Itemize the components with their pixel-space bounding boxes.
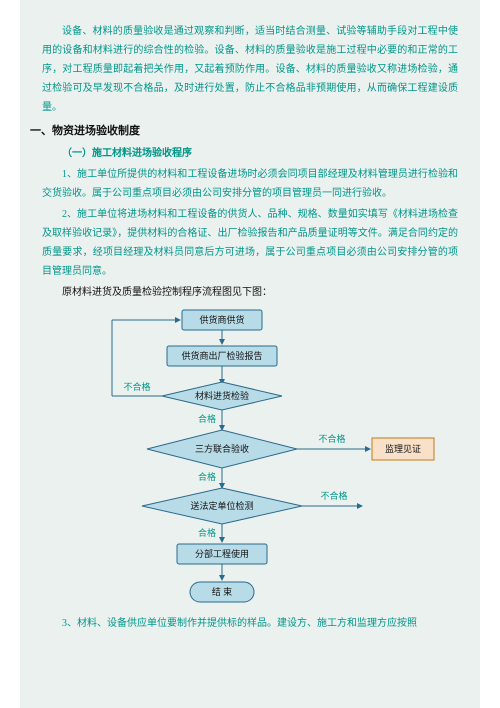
flow-node-joint: 三方联合验收 <box>195 443 249 454</box>
flow-node-report: 供货商出厂检验报告 <box>181 350 262 361</box>
svg-text:合格: 合格 <box>198 527 216 538</box>
section-heading-1: 一、物资进场验收制度 <box>30 121 458 142</box>
flow-node-inspect: 材料进货检验 <box>195 390 249 401</box>
document-body: 设备、材料的质量验收是通过观察和判断，适当时结合测量、试验等辅助手段对工程中使用… <box>0 0 500 633</box>
item-2-paragraph: 2、施工单位将进场材料和工程设备的供货人、品种、规格、数量如实填写《材料进场检查… <box>42 205 458 281</box>
flow-node-end: 结 束 <box>212 586 232 597</box>
flow-node-supply: 供货商供货 <box>199 314 244 325</box>
flow-node-use: 分部工程使用 <box>195 548 249 559</box>
subsection-heading-1: （一）施工材料进场验收程序 <box>42 144 458 163</box>
flow-node-lab: 送法定单位检测 <box>190 500 253 511</box>
svg-text:合格: 合格 <box>198 471 216 482</box>
flow-node-witness: 监理见证 <box>385 443 421 454</box>
svg-text:不合格: 不合格 <box>320 490 347 501</box>
svg-text:合格: 合格 <box>198 413 216 424</box>
svg-text:不合格: 不合格 <box>318 433 345 444</box>
flowchart-caption: 原材料进货及质量检验控制程序流程图见下图： <box>42 283 458 302</box>
svg-text:不合格: 不合格 <box>123 381 150 392</box>
flowchart: 供货商供货 供货商出厂检验报告 材料进货检验 不合格 合格 三方联合验收 不合格… <box>42 304 458 614</box>
intro-paragraph: 设备、材料的质量验收是通过观察和判断，适当时结合测量、试验等辅助手段对工程中使用… <box>42 22 458 117</box>
item-1-paragraph: 1、施工单位所提供的材料和工程设备进场时必须会同项目部经理及材料管理员进行检验和… <box>42 165 458 203</box>
item-3-paragraph: 3、材料、设备供应单位要制作并提供标的样品。建设方、施工方和监理方应按照 <box>42 614 458 633</box>
